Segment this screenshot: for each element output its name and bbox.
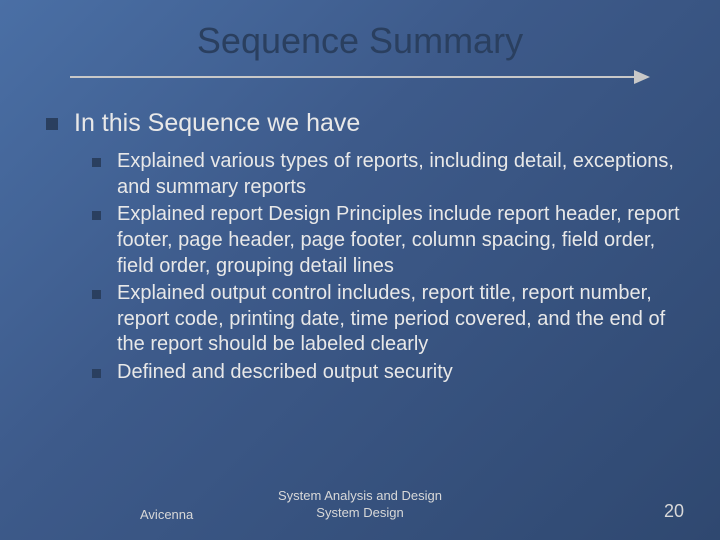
arrow-right-icon — [634, 70, 650, 84]
underline-line — [70, 76, 636, 78]
level1-text: In this Sequence we have — [74, 108, 360, 139]
content-area: In this Sequence we have Explained vario… — [40, 108, 680, 386]
slide: Sequence Summary In this Sequence we hav… — [0, 0, 720, 540]
level1-item: In this Sequence we have — [46, 108, 680, 139]
footer-center: System Analysis and Design System Design — [238, 488, 483, 522]
slide-footer: Avicenna System Analysis and Design Syst… — [0, 488, 720, 522]
square-bullet-icon — [92, 158, 101, 167]
square-bullet-icon — [92, 211, 101, 220]
level2-item: Defined and described output security — [92, 360, 680, 386]
level2-text: Explained report Design Principles inclu… — [117, 202, 680, 279]
level2-item: Explained report Design Principles inclu… — [92, 202, 680, 279]
square-bullet-icon — [92, 369, 101, 378]
footer-page-number: 20 — [482, 501, 720, 522]
page-title: Sequence Summary — [40, 20, 680, 62]
level2-text: Explained output control includes, repor… — [117, 281, 680, 358]
level2-text: Explained various types of reports, incl… — [117, 149, 680, 200]
footer-author: Avicenna — [0, 507, 238, 522]
square-bullet-icon — [46, 118, 58, 130]
title-underline-arrow — [70, 70, 650, 84]
level2-list: Explained various types of reports, incl… — [46, 149, 680, 385]
level2-text: Defined and described output security — [117, 360, 453, 386]
footer-center-line2: System Design — [238, 505, 483, 522]
level2-item: Explained various types of reports, incl… — [92, 149, 680, 200]
square-bullet-icon — [92, 290, 101, 299]
level2-item: Explained output control includes, repor… — [92, 281, 680, 358]
footer-center-line1: System Analysis and Design — [238, 488, 483, 505]
